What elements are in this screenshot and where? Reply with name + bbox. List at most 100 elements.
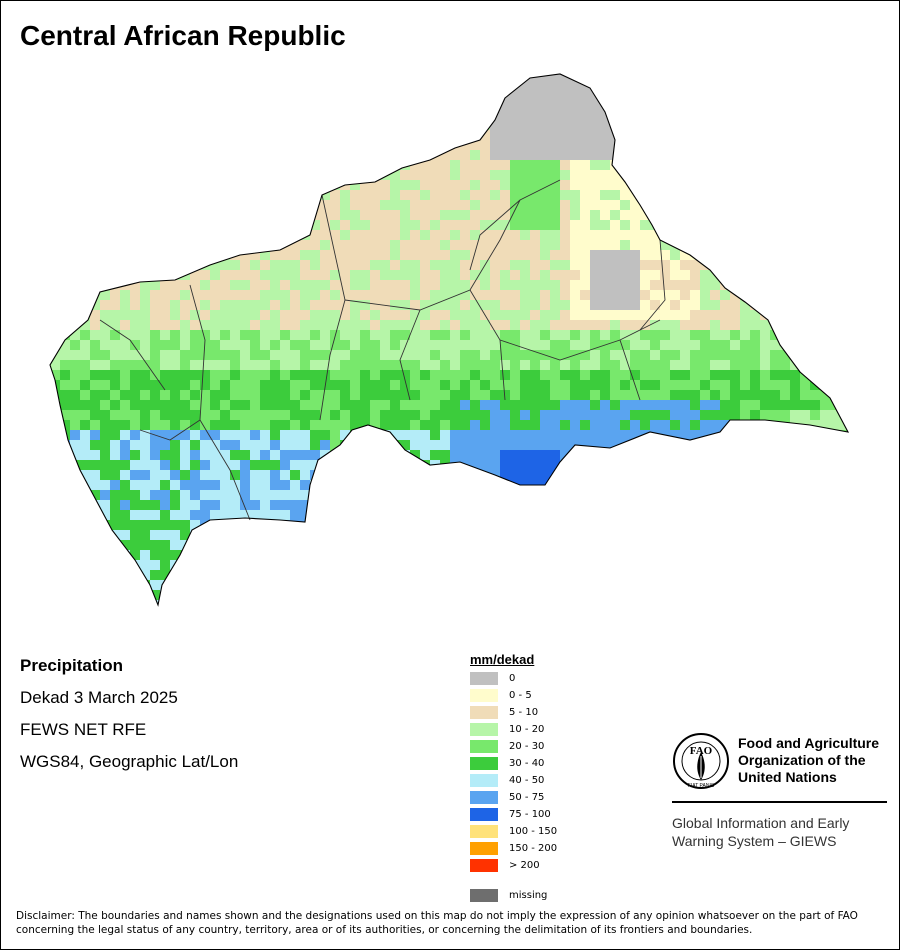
raster-cell <box>660 370 670 380</box>
raster-cell <box>560 480 570 490</box>
raster-cell <box>370 170 380 180</box>
raster-cell <box>360 490 370 500</box>
raster-cell <box>620 430 630 440</box>
raster-cell <box>550 190 560 200</box>
raster-cell <box>590 400 600 410</box>
raster-cell <box>200 400 210 410</box>
raster-cell <box>830 590 840 600</box>
raster-cell <box>830 300 840 310</box>
raster-cell <box>400 600 410 605</box>
raster-cell <box>270 180 280 190</box>
raster-cell <box>390 410 400 420</box>
raster-cell <box>180 110 190 120</box>
raster-cell <box>650 510 660 520</box>
raster-cell <box>560 460 570 470</box>
raster-cell <box>720 540 730 550</box>
legend-title: mm/dekad <box>470 652 535 667</box>
legend-label: 50 - 75 <box>509 792 545 803</box>
raster-cell <box>150 530 160 540</box>
raster-cell <box>100 470 110 480</box>
raster-cell <box>520 420 530 430</box>
raster-cell <box>830 290 840 300</box>
raster-cell <box>90 150 100 160</box>
raster-cell <box>460 570 470 580</box>
raster-cell <box>390 520 400 530</box>
raster-cell <box>180 120 190 130</box>
raster-cell <box>480 350 490 360</box>
raster-cell <box>90 170 100 180</box>
raster-cell <box>730 240 740 250</box>
raster-cell <box>60 470 70 480</box>
raster-cell <box>270 170 280 180</box>
raster-cell <box>370 300 380 310</box>
raster-cell <box>210 550 220 560</box>
raster-cell <box>830 520 840 530</box>
raster-cell <box>560 550 570 560</box>
raster-cell <box>220 400 230 410</box>
raster-cell <box>50 130 60 140</box>
raster-cell <box>440 250 450 260</box>
raster-cell <box>610 110 620 120</box>
raster-cell <box>130 540 140 550</box>
raster-cell <box>190 160 200 170</box>
raster-cell <box>650 470 660 480</box>
raster-cell <box>330 500 340 510</box>
raster-cell <box>80 100 90 110</box>
raster-cell <box>40 580 50 590</box>
raster-cell <box>240 310 250 320</box>
raster-cell <box>610 340 620 350</box>
raster-cell <box>170 490 180 500</box>
raster-cell <box>520 200 530 210</box>
raster-cell <box>230 260 240 270</box>
raster-cell <box>530 300 540 310</box>
raster-cell <box>430 280 440 290</box>
raster-cell <box>720 350 730 360</box>
raster-cell <box>850 580 860 590</box>
raster-cell <box>720 250 730 260</box>
raster-cell <box>850 170 860 180</box>
raster-cell <box>280 560 290 570</box>
raster-cell <box>160 220 170 230</box>
raster-cell <box>500 100 510 110</box>
raster-cell <box>630 400 640 410</box>
raster-cell <box>230 180 240 190</box>
raster-cell <box>450 330 460 340</box>
raster-cell <box>440 560 450 570</box>
raster-cell <box>60 310 70 320</box>
raster-cell <box>670 170 680 180</box>
raster-cell <box>840 420 848 430</box>
raster-cell <box>180 210 190 220</box>
raster-cell <box>840 150 848 160</box>
raster-cell <box>610 490 620 500</box>
raster-cell <box>190 210 200 220</box>
raster-cell <box>80 360 90 370</box>
raster-cell <box>690 80 700 90</box>
raster-cell <box>730 190 740 200</box>
raster-cell <box>750 350 760 360</box>
raster-cell <box>100 220 110 230</box>
raster-cell <box>660 190 670 200</box>
raster-cell <box>610 430 620 440</box>
raster-cell <box>460 520 470 530</box>
raster-cell <box>700 290 710 300</box>
raster-cell <box>590 440 600 450</box>
raster-cell <box>770 90 780 100</box>
raster-cell <box>120 390 130 400</box>
raster-cell <box>520 330 530 340</box>
raster-cell <box>210 530 220 540</box>
raster-cell <box>520 570 530 580</box>
raster-cell <box>780 190 790 200</box>
raster-cell <box>360 290 370 300</box>
raster-cell <box>190 470 200 480</box>
raster-cell <box>160 520 170 530</box>
raster-cell <box>710 320 720 330</box>
raster-cell <box>120 180 130 190</box>
raster-cell <box>560 580 570 590</box>
raster-cell <box>200 140 210 150</box>
raster-cell <box>270 440 280 450</box>
raster-cell <box>500 460 510 470</box>
raster-cell <box>290 210 300 220</box>
raster-cell <box>300 450 310 460</box>
raster-cell <box>150 100 160 110</box>
raster-cell <box>540 360 550 370</box>
